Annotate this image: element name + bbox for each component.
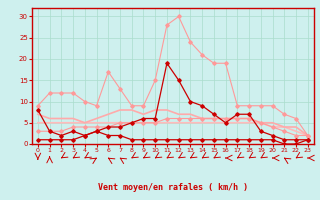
- Text: Vent moyen/en rafales ( km/h ): Vent moyen/en rafales ( km/h ): [98, 183, 248, 192]
